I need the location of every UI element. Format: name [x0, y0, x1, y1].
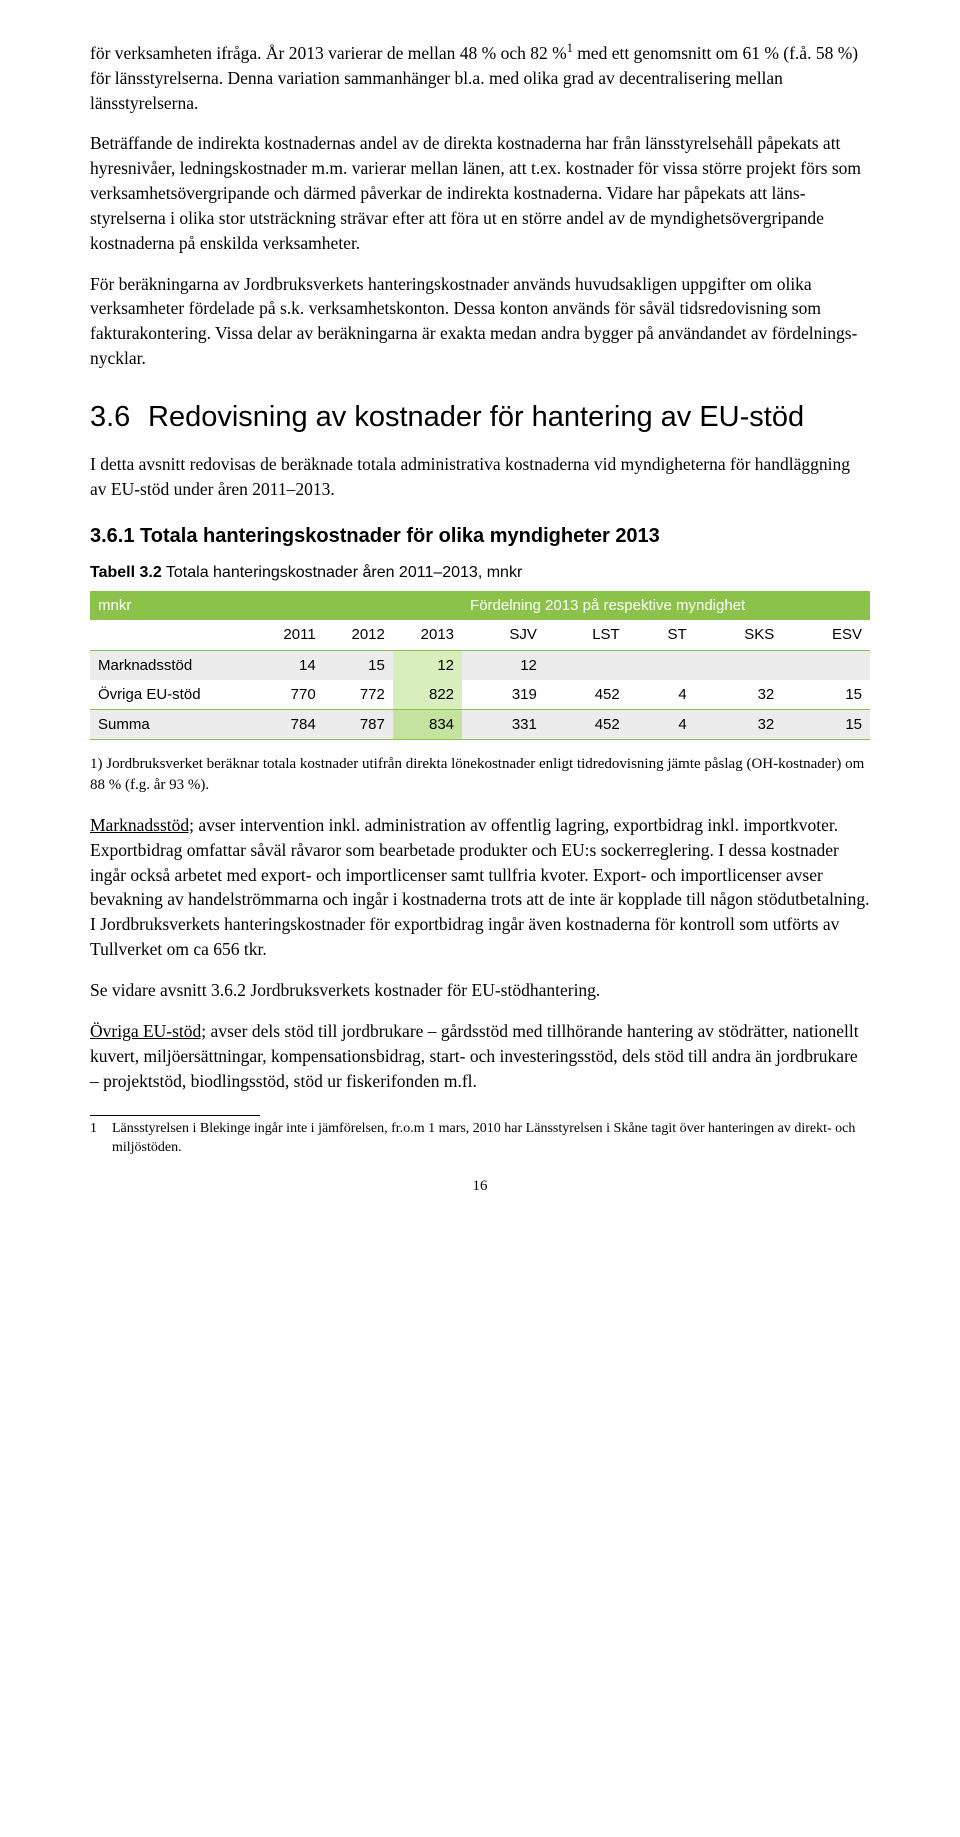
table-caption: Tabell 3.2 Totala hanteringskostnader år…: [90, 562, 870, 585]
paragraph-4: I detta avsnitt redovisas de beräknade t…: [90, 452, 870, 502]
cell: Marknadsstöd: [90, 650, 256, 680]
cell: SJV: [462, 620, 545, 650]
cell: 834: [393, 710, 462, 740]
header-spacer: [393, 591, 462, 620]
cell: 32: [695, 710, 783, 740]
cell: Övriga EU-stöd: [90, 680, 256, 710]
cell: LST: [545, 620, 628, 650]
cell: 12: [462, 650, 545, 680]
text: för verksamheten ifråga. År 2013 variera…: [90, 43, 567, 63]
cell: 15: [324, 650, 393, 680]
cell: [545, 650, 628, 680]
underlined-term: Marknadsstöd;: [90, 815, 194, 835]
footnote-text: Länsstyrelsen i Blekinge ingår inte i jä…: [112, 1120, 870, 1158]
footnote-number: 1: [90, 1120, 112, 1158]
heading-text: Redovisning av kostnader för hantering a…: [148, 397, 804, 438]
caption-text: Totala hanteringskostnader åren 2011–201…: [162, 564, 523, 581]
paragraph-1: för verksamheten ifråga. År 2013 variera…: [90, 40, 870, 115]
paragraph-2: Beträffande de indirekta kostnadernas an…: [90, 131, 870, 255]
cell: SKS: [695, 620, 783, 650]
table-footnote: 1) Jordbruksverket beräknar totala kostn…: [90, 754, 870, 795]
footnote-separator: [90, 1115, 260, 1116]
cell: [695, 650, 783, 680]
cell: 12: [393, 650, 462, 680]
paragraph-7: Övriga EU-stöd; avser dels stöd till jor…: [90, 1019, 870, 1094]
cell: [90, 620, 256, 650]
table-row: Övriga EU-stöd 770 772 822 319 452 4 32 …: [90, 680, 870, 710]
cell: 14: [256, 650, 324, 680]
caption-bold: Tabell 3.2: [90, 564, 162, 581]
cell: 452: [545, 710, 628, 740]
cell: 331: [462, 710, 545, 740]
cell: 15: [782, 680, 870, 710]
paragraph-3: För beräkningarna av Jordbruksverkets ha…: [90, 272, 870, 371]
cell: [782, 650, 870, 680]
cell: 787: [324, 710, 393, 740]
cell: 2012: [324, 620, 393, 650]
cell: 15: [782, 710, 870, 740]
page-number: 16: [90, 1176, 870, 1197]
table-header-row: mnkr Fördelning 2013 på respektive myndi…: [90, 591, 870, 620]
cell: 2011: [256, 620, 324, 650]
section-heading-3-6: 3.6 Redovisning av kostnader för hanteri…: [90, 397, 870, 438]
paragraph-5: Marknadsstöd; avser intervention inkl. a…: [90, 813, 870, 962]
cell: 32: [695, 680, 783, 710]
cell: ST: [628, 620, 695, 650]
table-row: Marknadsstöd 14 15 12 12: [90, 650, 870, 680]
cost-table: mnkr Fördelning 2013 på respektive myndi…: [90, 591, 870, 740]
cell: 772: [324, 680, 393, 710]
cell: 822: [393, 680, 462, 710]
cell: 452: [545, 680, 628, 710]
text: avser intervention inkl. administration …: [90, 815, 870, 959]
underlined-term: Övriga EU-stöd;: [90, 1021, 206, 1041]
cell: 2013: [393, 620, 462, 650]
paragraph-6: Se vidare avsnitt 3.6.2 Jordbruksverkets…: [90, 978, 870, 1003]
header-spacer: [324, 591, 393, 620]
cell: 4: [628, 710, 695, 740]
cell: 319: [462, 680, 545, 710]
cell: [628, 650, 695, 680]
heading-number: 3.6: [90, 397, 148, 438]
header-distribution: Fördelning 2013 på respektive myndighet: [462, 591, 870, 620]
footnote-1: 1 Länsstyrelsen i Blekinge ingår inte i …: [90, 1120, 870, 1158]
header-spacer: [256, 591, 324, 620]
cell: Summa: [90, 710, 256, 740]
table-row: Summa 784 787 834 331 452 4 32 15: [90, 710, 870, 740]
table-row: 2011 2012 2013 SJV LST ST SKS ESV: [90, 620, 870, 650]
header-mnkr: mnkr: [90, 591, 256, 620]
text: avser dels stöd till jordbrukare – gårds…: [90, 1021, 859, 1091]
cell: 784: [256, 710, 324, 740]
cell: ESV: [782, 620, 870, 650]
subheading-3-6-1: 3.6.1 Totala hanteringskostnader för oli…: [90, 522, 870, 550]
cell: 4: [628, 680, 695, 710]
cell: 770: [256, 680, 324, 710]
